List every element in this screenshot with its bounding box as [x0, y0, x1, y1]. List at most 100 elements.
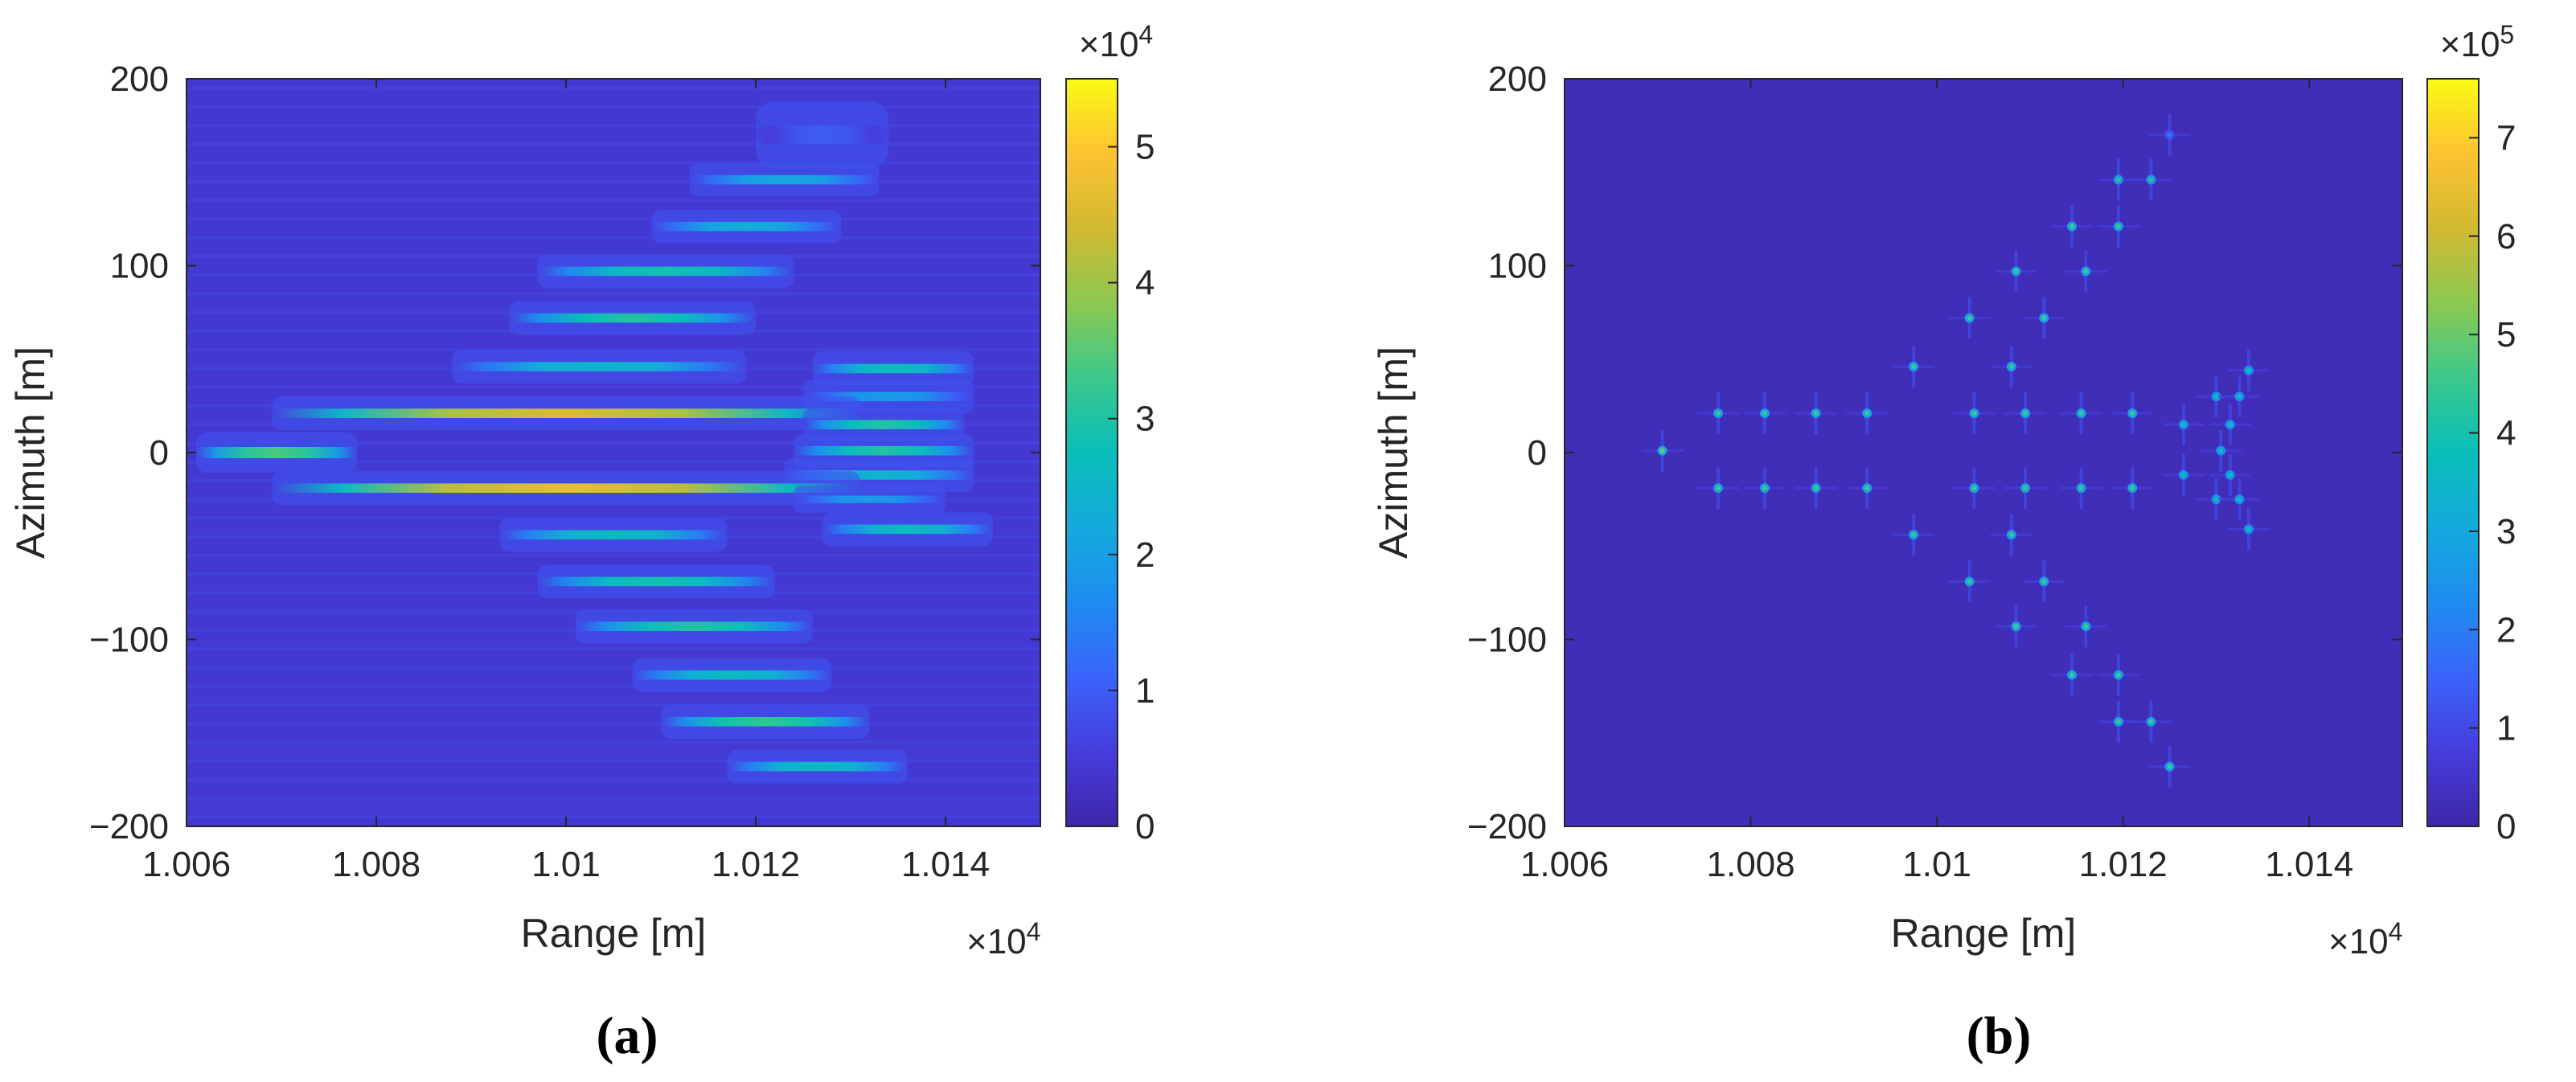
point-target [2167, 132, 2172, 137]
y-tick-label: −100 [89, 621, 169, 660]
point-target [2130, 486, 2135, 491]
point-target [2008, 364, 2014, 370]
point-target [1971, 411, 1977, 416]
colorbar-tick-label: 7 [2496, 118, 2516, 158]
colorbar-multiplier-exponent: 4 [1138, 20, 1153, 49]
colorbar-tick-label: 2 [2496, 610, 2516, 650]
colorbar-tick-label: 3 [1135, 400, 1155, 439]
y-axis-label: Azimuth [m] [8, 346, 53, 559]
y-tick-label: 100 [110, 247, 169, 286]
background-line [187, 124, 1040, 128]
streak [661, 716, 870, 727]
x-tick-label: 1.014 [2265, 845, 2353, 884]
x-tick-label: 1.014 [901, 845, 990, 884]
point-target [2246, 367, 2251, 373]
streak [632, 670, 832, 680]
point-target [1659, 448, 1665, 453]
point-target [2115, 719, 2121, 724]
background-line [187, 722, 1040, 726]
streak [499, 530, 728, 540]
point-target [1864, 411, 1870, 416]
colorbar-tick-label: 1 [2496, 709, 2516, 748]
background-line [187, 684, 1040, 688]
panel-a: 1.006 1.008 1.01 1.012 1.014 200 100 0 −100 −200 R… [8, 20, 1155, 1065]
background-line [187, 236, 1040, 240]
background-line [187, 647, 1040, 651]
background-line [187, 815, 1040, 819]
colorbar [1066, 79, 1118, 826]
point-target [1813, 411, 1819, 416]
point-target [2180, 472, 2186, 477]
background-line [187, 797, 1040, 801]
x-multiplier-exponent: 4 [1027, 917, 1041, 946]
point-target [2237, 394, 2242, 400]
colorbar-tick-label: 2 [1135, 535, 1155, 575]
streak [272, 408, 860, 418]
colorbar-multiplier: ×105 [2440, 20, 2514, 64]
streak [272, 483, 860, 493]
streak [537, 266, 794, 277]
point-target [2213, 497, 2219, 502]
point-target [2148, 177, 2154, 182]
point-target [1967, 579, 1972, 584]
point-target [2246, 527, 2251, 532]
point-target [2130, 411, 2135, 416]
y-tick-label: −100 [1467, 621, 1547, 660]
colorbar-tick-label: 0 [2496, 807, 2516, 846]
point-target [2148, 719, 2154, 724]
x-tick-label: 1.008 [1707, 845, 1795, 884]
panel-caption: (a) [597, 1006, 658, 1065]
heatmap-layer [187, 86, 1040, 819]
streak [452, 362, 747, 371]
background-line [187, 666, 1040, 670]
background-line [187, 217, 1040, 221]
point-target [2213, 394, 2219, 400]
point-target [2237, 497, 2242, 502]
x-tick-label: 1.012 [712, 845, 800, 884]
streak [689, 174, 880, 185]
streak [537, 576, 775, 587]
point-target [2083, 268, 2089, 274]
point-target [1716, 486, 1721, 491]
x-axis-label: Range [m] [521, 911, 707, 956]
panel-b: 1.006 1.008 1.01 1.012 1.014 200 100 0 −100 −200 R… [1371, 20, 2516, 1065]
streak [756, 125, 889, 145]
streak [727, 761, 908, 772]
background-line [187, 703, 1040, 707]
streak [195, 447, 358, 458]
colorbar-multiplier-base: ×10 [2440, 25, 2500, 64]
point-target [2008, 532, 2014, 538]
background-line [187, 199, 1040, 203]
colorbar-multiplier-base: ×10 [1079, 25, 1139, 64]
point-target [2115, 672, 2121, 678]
point-target [2227, 422, 2233, 428]
point-target [2167, 764, 2172, 769]
colorbar-tick-label: 0 [1135, 807, 1155, 846]
point-target [2023, 411, 2028, 416]
y-tick-label: 0 [1528, 433, 1547, 473]
point-target [2069, 672, 2074, 678]
x-multiplier: ×104 [2328, 917, 2402, 961]
background-line [187, 441, 1040, 445]
colorbar-tick-label: 3 [2496, 512, 2516, 551]
point-target [1762, 486, 1767, 491]
streak [651, 221, 842, 232]
x-tick-label: 1.01 [531, 845, 601, 884]
colorbar-multiplier-exponent: 5 [2500, 20, 2514, 49]
background-line [187, 105, 1040, 109]
y-tick-label: 100 [1488, 247, 1547, 286]
point-target [2023, 486, 2028, 491]
streak [575, 621, 813, 632]
background-line [187, 777, 1040, 781]
y-tick-label: 0 [150, 433, 169, 473]
x-tick-label: 1.01 [1902, 845, 1971, 884]
point-target [1911, 364, 1917, 370]
point-target [2078, 486, 2084, 491]
point-target [2227, 472, 2233, 477]
streak [803, 420, 965, 429]
background-line [187, 759, 1040, 763]
x-multiplier-base: ×10 [966, 922, 1027, 961]
background-line [187, 553, 1040, 557]
point-target [1716, 411, 1721, 416]
